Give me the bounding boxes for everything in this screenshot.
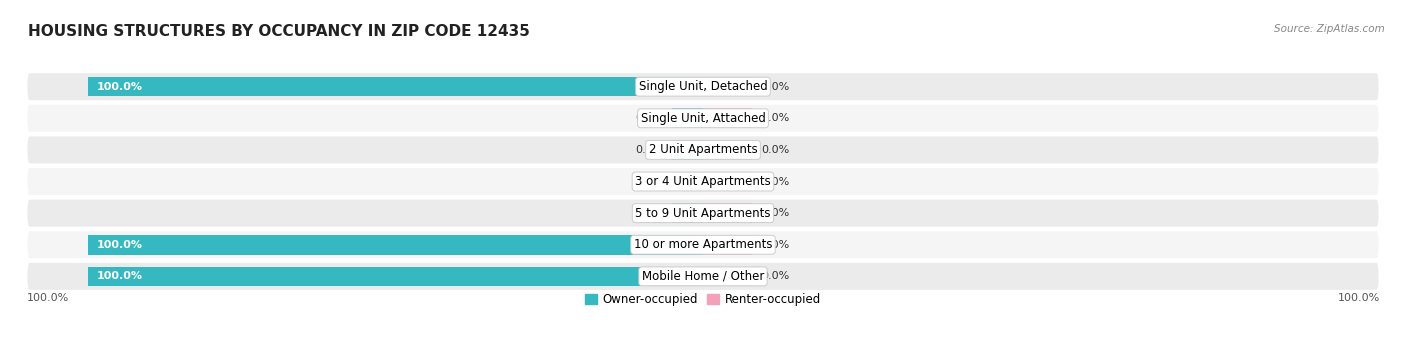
Bar bbox=[703, 108, 752, 128]
FancyBboxPatch shape bbox=[27, 167, 1379, 196]
Text: 0.0%: 0.0% bbox=[762, 82, 790, 92]
Legend: Owner-occupied, Renter-occupied: Owner-occupied, Renter-occupied bbox=[585, 293, 821, 306]
Text: 100.0%: 100.0% bbox=[97, 82, 143, 92]
Text: 0.0%: 0.0% bbox=[634, 177, 664, 187]
Text: 5 to 9 Unit Apartments: 5 to 9 Unit Apartments bbox=[636, 207, 770, 220]
Bar bbox=[703, 140, 752, 160]
FancyBboxPatch shape bbox=[27, 198, 1379, 228]
Text: 0.0%: 0.0% bbox=[762, 177, 790, 187]
Text: 0.0%: 0.0% bbox=[762, 113, 790, 123]
Bar bbox=[87, 235, 703, 254]
Text: 100.0%: 100.0% bbox=[97, 271, 143, 281]
Text: 100.0%: 100.0% bbox=[97, 240, 143, 250]
Text: 0.0%: 0.0% bbox=[762, 271, 790, 281]
Bar bbox=[672, 172, 703, 191]
FancyBboxPatch shape bbox=[27, 104, 1379, 133]
Bar bbox=[87, 77, 703, 97]
FancyBboxPatch shape bbox=[27, 230, 1379, 259]
Text: 100.0%: 100.0% bbox=[1337, 293, 1379, 303]
Bar bbox=[703, 172, 752, 191]
Bar bbox=[703, 267, 752, 286]
Text: Mobile Home / Other: Mobile Home / Other bbox=[641, 270, 765, 283]
Text: 0.0%: 0.0% bbox=[762, 145, 790, 155]
Bar bbox=[672, 140, 703, 160]
Bar bbox=[703, 235, 752, 254]
Bar bbox=[703, 77, 752, 97]
Text: Single Unit, Attached: Single Unit, Attached bbox=[641, 112, 765, 125]
Text: 10 or more Apartments: 10 or more Apartments bbox=[634, 238, 772, 251]
Text: HOUSING STRUCTURES BY OCCUPANCY IN ZIP CODE 12435: HOUSING STRUCTURES BY OCCUPANCY IN ZIP C… bbox=[28, 24, 530, 39]
Bar bbox=[672, 108, 703, 128]
FancyBboxPatch shape bbox=[27, 135, 1379, 164]
Text: 100.0%: 100.0% bbox=[27, 293, 69, 303]
Text: 3 or 4 Unit Apartments: 3 or 4 Unit Apartments bbox=[636, 175, 770, 188]
Bar bbox=[672, 203, 703, 223]
FancyBboxPatch shape bbox=[27, 262, 1379, 291]
Text: 0.0%: 0.0% bbox=[762, 208, 790, 218]
Text: 0.0%: 0.0% bbox=[634, 113, 664, 123]
Text: 0.0%: 0.0% bbox=[762, 240, 790, 250]
FancyBboxPatch shape bbox=[27, 72, 1379, 101]
Text: Source: ZipAtlas.com: Source: ZipAtlas.com bbox=[1274, 24, 1385, 34]
Text: 0.0%: 0.0% bbox=[634, 145, 664, 155]
Text: 2 Unit Apartments: 2 Unit Apartments bbox=[648, 144, 758, 157]
Bar bbox=[87, 267, 703, 286]
Text: 0.0%: 0.0% bbox=[634, 208, 664, 218]
Text: Single Unit, Detached: Single Unit, Detached bbox=[638, 80, 768, 93]
Bar bbox=[703, 203, 752, 223]
